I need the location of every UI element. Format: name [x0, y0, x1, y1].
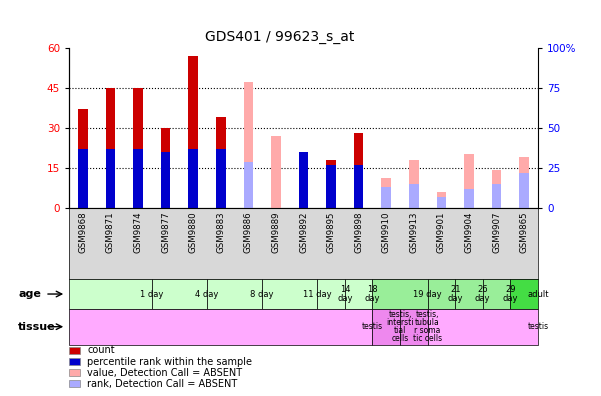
Bar [207, 279, 262, 309]
Bar [69, 309, 373, 345]
Text: GSM9889: GSM9889 [272, 211, 281, 253]
Bar [492, 170, 501, 208]
Text: testis,
tubula
r soma
tic cells: testis, tubula r soma tic cells [413, 310, 442, 343]
Bar [373, 309, 400, 345]
Text: 4 day: 4 day [195, 289, 219, 299]
Text: 14
day: 14 day [337, 286, 353, 303]
Text: GSM9865: GSM9865 [520, 211, 529, 253]
Bar [271, 136, 281, 208]
Bar [243, 82, 253, 208]
Text: percentile rank within the sample: percentile rank within the sample [87, 356, 252, 367]
Bar [373, 279, 427, 309]
Text: testis: testis [362, 322, 383, 331]
Bar [510, 279, 538, 309]
Bar [455, 279, 483, 309]
Text: rank, Detection Call = ABSENT: rank, Detection Call = ABSENT [87, 379, 237, 389]
Bar [464, 154, 474, 208]
Bar [409, 160, 419, 208]
Text: 19 day: 19 day [413, 289, 442, 299]
Bar [436, 197, 446, 208]
Bar [382, 187, 391, 208]
Text: GSM9907: GSM9907 [492, 211, 501, 253]
Bar [427, 309, 538, 345]
Bar [133, 88, 143, 208]
Text: GSM9895: GSM9895 [326, 211, 335, 253]
Text: GSM9877: GSM9877 [161, 211, 170, 253]
Bar [78, 109, 88, 208]
Bar [519, 173, 529, 208]
Text: 11 day: 11 day [303, 289, 332, 299]
Bar [188, 55, 198, 208]
Bar [106, 88, 115, 208]
Title: GDS401 / 99623_s_at: GDS401 / 99623_s_at [206, 30, 355, 44]
Text: GSM9913: GSM9913 [409, 211, 418, 253]
Bar [216, 117, 225, 208]
Text: GSM9886: GSM9886 [244, 211, 253, 253]
Bar [464, 189, 474, 208]
Text: GSM9868: GSM9868 [78, 211, 87, 253]
Bar [326, 165, 336, 208]
Text: GSM9874: GSM9874 [133, 211, 142, 253]
Bar [78, 149, 88, 208]
Bar [427, 279, 455, 309]
Bar [262, 279, 317, 309]
Bar [317, 279, 345, 309]
Bar [216, 149, 225, 208]
Bar [436, 192, 446, 208]
Bar [400, 309, 427, 345]
Bar [299, 152, 308, 208]
Text: value, Detection Call = ABSENT: value, Detection Call = ABSENT [87, 367, 242, 378]
Text: testis: testis [527, 322, 549, 331]
Text: testis,
intersti
tial
cells: testis, intersti tial cells [386, 310, 413, 343]
Bar [152, 279, 207, 309]
Bar [106, 149, 115, 208]
Bar [69, 279, 152, 309]
Text: GSM9898: GSM9898 [354, 211, 363, 253]
Text: 18
day: 18 day [365, 286, 380, 303]
Bar [492, 184, 501, 208]
Text: 26
day: 26 day [475, 286, 490, 303]
Bar [326, 160, 336, 208]
Bar [188, 149, 198, 208]
Text: GSM9901: GSM9901 [437, 211, 446, 253]
Bar [345, 279, 373, 309]
Text: 8 day: 8 day [251, 289, 274, 299]
Bar [519, 157, 529, 208]
Bar [299, 152, 308, 208]
Text: GSM9880: GSM9880 [189, 211, 198, 253]
Bar [483, 279, 510, 309]
Text: 29
day: 29 day [502, 286, 518, 303]
Text: GSM9871: GSM9871 [106, 211, 115, 253]
Bar [382, 179, 391, 208]
Text: tissue: tissue [18, 322, 56, 332]
Text: GSM9910: GSM9910 [382, 211, 391, 253]
Text: 1 day: 1 day [140, 289, 163, 299]
Bar [161, 128, 171, 208]
Bar [354, 165, 364, 208]
Text: GSM9883: GSM9883 [216, 211, 225, 253]
Text: GSM9904: GSM9904 [465, 211, 474, 253]
Text: GSM9892: GSM9892 [299, 211, 308, 253]
Text: count: count [87, 345, 115, 356]
Bar [409, 184, 419, 208]
Text: adult: adult [527, 289, 549, 299]
Bar [133, 149, 143, 208]
Bar [354, 133, 364, 208]
Text: age: age [18, 289, 41, 299]
Text: 21
day: 21 day [447, 286, 463, 303]
Bar [243, 162, 253, 208]
Bar [161, 152, 171, 208]
